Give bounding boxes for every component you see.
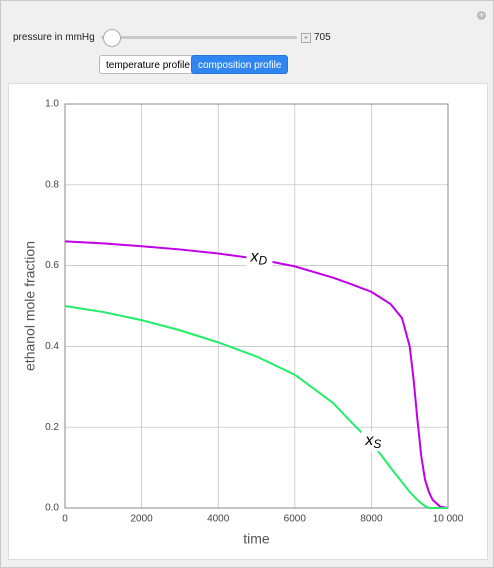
series-name: x	[364, 432, 374, 449]
x-axis-label: time	[243, 531, 270, 547]
x-tick-label: 0	[62, 514, 68, 525]
line-series	[64, 240, 449, 509]
slider-thumb[interactable]	[103, 29, 121, 47]
slider-track[interactable]	[101, 36, 297, 39]
y-tick-label: 0.2	[45, 422, 59, 433]
x-tick-label: 8000	[360, 514, 383, 525]
tab-button[interactable]: temperature profile	[99, 55, 197, 74]
slider-label: pressure in mmHg	[13, 32, 95, 43]
line-series	[64, 305, 448, 509]
label-background	[361, 431, 388, 452]
y-tick-label: 0.6	[45, 260, 59, 271]
y-tick-label: 0.0	[45, 503, 59, 514]
chart: 0 2000 4000 6000 8000 10 000 0.0 0.2 0.4 0.6 0.8 1.…	[8, 83, 488, 560]
slider-value: 705	[314, 32, 331, 43]
x-tick-label: 4000	[207, 514, 230, 525]
series-label: xS	[364, 432, 381, 451]
series-subscript: S	[373, 437, 381, 451]
slider-expand[interactable]: +	[301, 33, 311, 43]
y-tick-label: 0.4	[45, 341, 59, 352]
x-tick-label: 10 000	[433, 514, 464, 525]
series-subscript: D	[259, 254, 268, 268]
x-tick-label: 6000	[284, 514, 307, 525]
series-name: x	[250, 249, 260, 266]
label-background	[246, 247, 273, 268]
series-label: xD	[250, 249, 268, 268]
y-tick-label: 0.8	[45, 179, 59, 190]
y-axis-label: ethanol mole fraction	[22, 241, 38, 371]
x-tick-label: 2000	[130, 514, 153, 525]
plot-frame	[64, 103, 449, 509]
options-button[interactable]: +	[477, 10, 486, 20]
y-tick-label: 1.0	[45, 99, 59, 110]
tab-button[interactable]: composition profile	[191, 55, 289, 74]
